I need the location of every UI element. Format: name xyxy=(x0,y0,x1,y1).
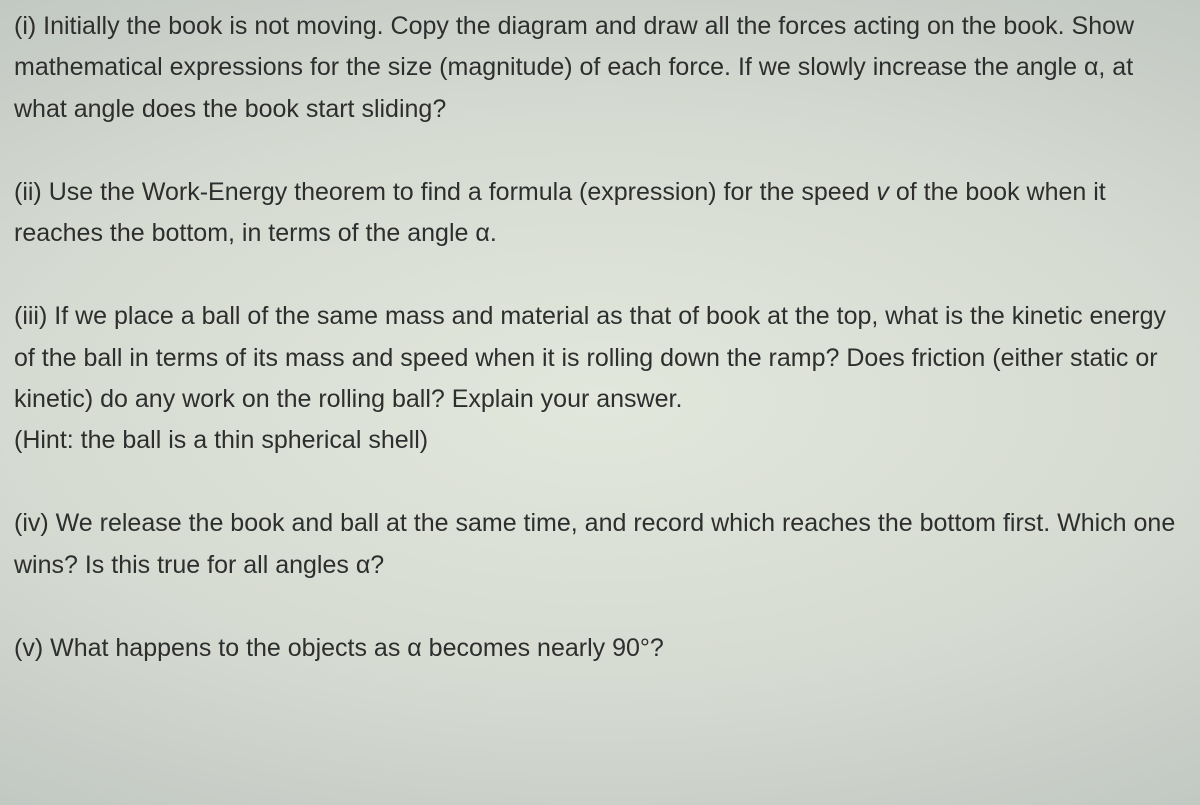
question-ii-label: (ii) xyxy=(14,178,49,206)
question-iii-text: If we place a ball of the same mass and … xyxy=(14,302,1166,413)
question-iv-text: We release the book and ball at the same… xyxy=(14,509,1175,578)
question-iv: (iv) We release the book and ball at the… xyxy=(14,503,1186,586)
question-iii-label: (iii) xyxy=(14,302,54,330)
question-ii-var-v: v xyxy=(876,178,889,206)
question-iv-label: (iv) xyxy=(14,509,56,537)
question-i: (i) Initially the book is not moving. Co… xyxy=(14,6,1186,130)
question-v: (v) What happens to the objects as α bec… xyxy=(14,628,1186,669)
question-iii: (iii) If we place a ball of the same mas… xyxy=(14,296,1186,461)
question-ii-text-a: Use the Work-Energy theorem to find a fo… xyxy=(49,178,877,206)
question-i-text: Initially the book is not moving. Copy t… xyxy=(14,12,1134,123)
question-iii-hint: (Hint: the ball is a thin spherical shel… xyxy=(14,420,1186,461)
question-v-label: (v) xyxy=(14,634,50,662)
question-ii: (ii) Use the Work-Energy theorem to find… xyxy=(14,172,1186,255)
question-i-label: (i) xyxy=(14,12,43,40)
question-iii-main: (iii) If we place a ball of the same mas… xyxy=(14,296,1186,420)
question-v-text: What happens to the objects as α becomes… xyxy=(50,634,664,662)
